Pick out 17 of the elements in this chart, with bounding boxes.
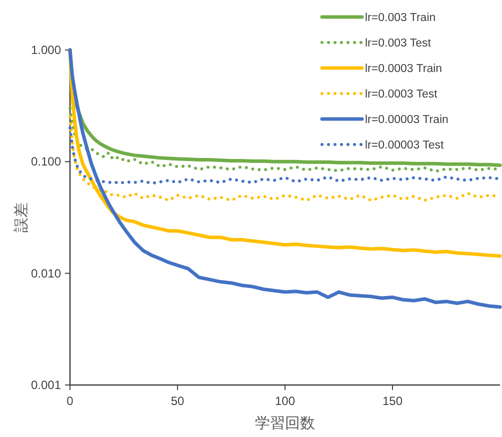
legend-label: lr=0.00003 Train xyxy=(365,114,448,126)
y-tick-label: 0.010 xyxy=(30,266,62,280)
legend-label: lr=0.0003 Test xyxy=(365,88,438,100)
y-axis-title: 誤差 xyxy=(13,202,30,232)
line-series xyxy=(68,48,502,309)
y-tick-label: 1.000 xyxy=(30,43,62,57)
y-tick-label: 0.001 xyxy=(30,378,62,392)
legend-label: lr=0.003 Train xyxy=(365,12,436,24)
legend-label: lr=0.00003 Test xyxy=(365,140,445,152)
x-tick-label: 100 xyxy=(274,394,296,408)
x-tick-label: 150 xyxy=(382,394,403,408)
y-tick-label: 0.100 xyxy=(30,154,62,169)
x-tick-label: 50 xyxy=(170,394,184,408)
x-tick-label: 0 xyxy=(66,394,74,408)
legend-label: lr=0.0003 Train xyxy=(365,63,442,75)
x-axis-title: 学習回数 xyxy=(255,415,315,432)
legend-label: lr=0.003 Test xyxy=(365,38,432,50)
